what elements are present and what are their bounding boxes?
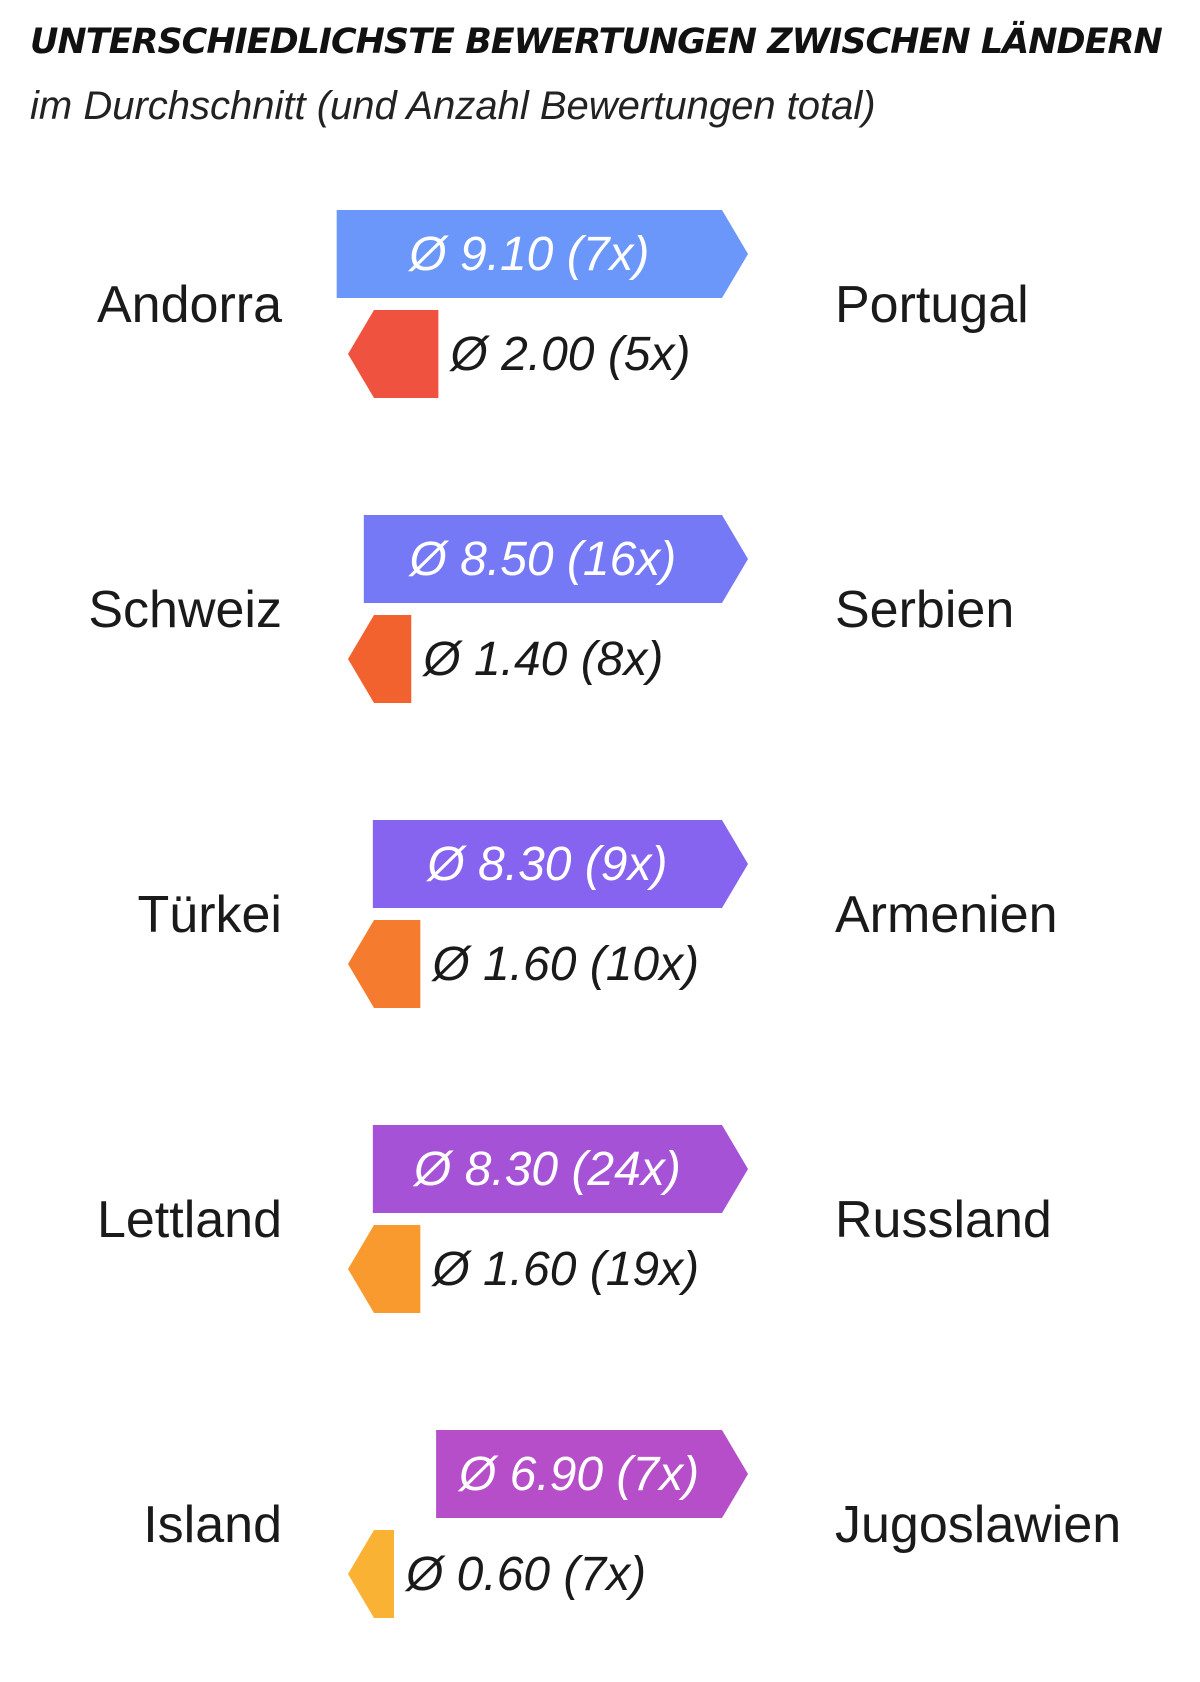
low-average-bar: [348, 310, 439, 398]
receiving-country-label: Portugal: [835, 276, 1029, 334]
low-average-label: Ø 1.60 (19x): [430, 1243, 699, 1296]
low-average-label: Ø 1.40 (8x): [421, 633, 663, 686]
chart-subtitle: im Durchschnitt (und Anzahl Bewertungen …: [30, 84, 876, 128]
low-average-bar: [348, 1530, 394, 1618]
low-average-bar: [348, 615, 412, 703]
high-average-label: Ø 9.10 (7x): [407, 228, 649, 281]
high-average-bar: [372, 1125, 748, 1213]
high-average-bar: [336, 210, 748, 298]
low-average-label: Ø 1.60 (10x): [430, 938, 699, 991]
low-average-bar: [348, 920, 421, 1008]
high-average-label: Ø 8.50 (16x): [408, 533, 677, 586]
receiving-country-label: Jugoslawien: [835, 1496, 1121, 1554]
high-average-label: Ø 8.30 (24x): [412, 1143, 681, 1196]
high-average-bar: [372, 820, 748, 908]
high-average-label: Ø 6.90 (7x): [457, 1448, 699, 1501]
giving-country-label: Türkei: [138, 886, 282, 944]
giving-country-label: Schweiz: [88, 581, 282, 639]
high-average-bar: [436, 1430, 748, 1518]
receiving-country-label: Serbien: [835, 581, 1014, 639]
receiving-country-label: Russland: [835, 1191, 1052, 1249]
low-average-bar: [348, 1225, 421, 1313]
giving-country-label: Andorra: [97, 276, 282, 334]
low-average-label: Ø 2.00 (5x): [448, 328, 690, 381]
chart-title: UNTERSCHIEDLICHSTE BEWERTUNGEN ZWISCHEN …: [30, 22, 1163, 62]
giving-country-label: Lettland: [97, 1191, 282, 1249]
giving-country-label: Island: [143, 1496, 282, 1554]
high-average-bar: [363, 515, 748, 603]
high-average-label: Ø 8.30 (9x): [425, 838, 667, 891]
low-average-label: Ø 0.60 (7x): [404, 1548, 646, 1601]
receiving-country-label: Armenien: [835, 886, 1058, 944]
